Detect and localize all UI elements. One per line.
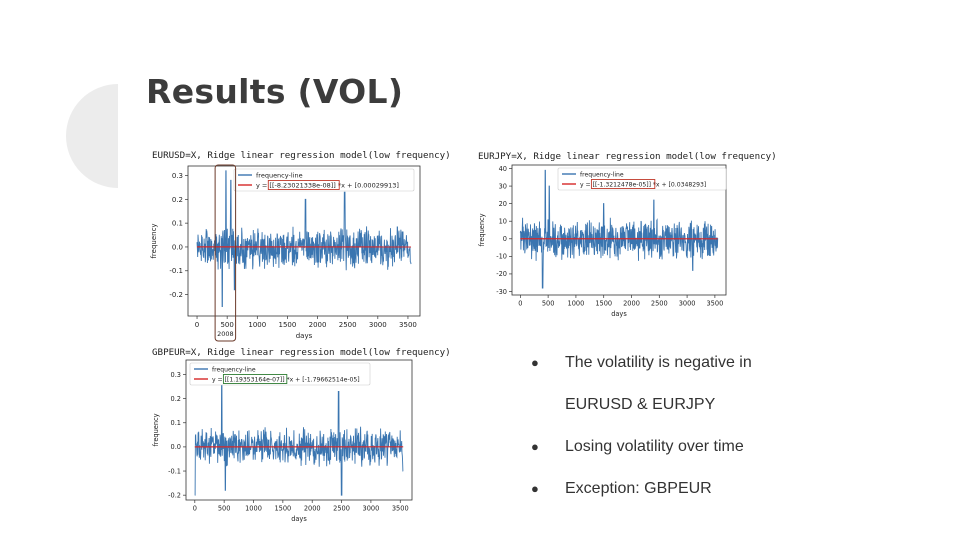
- y-tick-label: 0.0: [172, 243, 183, 251]
- x-tick-label: 0: [518, 300, 522, 308]
- coefficient-highlight-box: [590, 179, 656, 189]
- page-title: Results (VOL): [146, 72, 404, 111]
- legend-label: frequency-line: [580, 172, 624, 179]
- y-tick-label: -10: [496, 253, 507, 261]
- y-tick-label: 10: [499, 218, 507, 226]
- x-tick-label: 500: [220, 321, 233, 329]
- x-axis-label: days: [291, 515, 307, 523]
- chart-gbpeur: 0 500 1000 1500 2000 2500 3000 3500 -0.2 -0.1 0.0 0…: [152, 359, 413, 523]
- x-tick-label: 1000: [568, 300, 585, 308]
- x-axis-label: days: [611, 310, 627, 318]
- y-tick-label: 40: [499, 165, 507, 173]
- coefficient-highlight-box: [267, 180, 340, 190]
- y-tick-label: 0.1: [171, 419, 182, 427]
- half-circle-shape: [66, 84, 118, 188]
- chart-title-gbpeur: GBPEUR=X, Ridge linear regression model(…: [152, 347, 451, 358]
- x-tick-label: 3000: [363, 505, 380, 513]
- chart-eurjpy: 0 500 1000 1500 2000 2500 3000 3500 -30 -20 -10 0 10…: [478, 164, 727, 318]
- x-tick-label: 2000: [309, 321, 327, 329]
- legend-label: y = [[-1.3212478e-05]] *x + [0.0348293]: [580, 182, 706, 189]
- x-tick-label: 2000: [304, 505, 321, 513]
- bullet-item: ● The volatility is negative in: [530, 342, 930, 384]
- y-tick-label: 0.1: [172, 220, 183, 228]
- bullet-item: ● Losing volatility over time: [530, 426, 930, 468]
- legend-label: y = [[1.19353164e-07]] *x + [-1.79662514…: [212, 377, 360, 384]
- corner-decoration: [66, 84, 119, 188]
- x-tick-label: 2500: [339, 321, 357, 329]
- y-tick-label: -30: [496, 288, 507, 296]
- x-tick-label: 3000: [679, 300, 696, 308]
- bullet-item: EURUSD & EURJPY: [530, 384, 930, 426]
- legend-box: [233, 168, 415, 192]
- legend-box: [557, 167, 727, 191]
- y-tick-label: -0.2: [169, 291, 183, 299]
- x-tick-label: 3000: [369, 321, 387, 329]
- x-tick-label: 2500: [333, 505, 350, 513]
- x-tick-label: 2500: [651, 300, 668, 308]
- y-tick-label: -0.1: [169, 267, 183, 275]
- legend-label: frequency-line: [212, 367, 256, 374]
- legend-box: [189, 362, 371, 386]
- annotation-label: 2008: [217, 330, 234, 338]
- chart-eurusd: 0 500 1000 1500 2000 2500 3000 3500 -0.2 -0.1 0.0 0…: [150, 164, 421, 342]
- x-tick-label: 3500: [392, 505, 409, 513]
- bullet-text: Exception: GBPEUR: [565, 480, 712, 497]
- x-tick-label: 1000: [248, 321, 266, 329]
- bullet-marker: ●: [531, 481, 539, 496]
- x-tick-label: 3500: [399, 321, 417, 329]
- y-tick-label: -20: [496, 270, 507, 278]
- x-tick-label: 500: [542, 300, 555, 308]
- y-axis-label: frequency: [152, 413, 160, 446]
- x-axis-label: days: [296, 332, 313, 340]
- highlight-2008-box: [214, 164, 237, 342]
- chart-title-eurjpy: EURJPY=X, Ridge linear regression model(…: [478, 151, 777, 162]
- legend-label: frequency-line: [256, 172, 303, 180]
- bullet-text: The volatility is negative in: [565, 354, 752, 371]
- x-tick-label: 1500: [595, 300, 612, 308]
- bullet-text: Losing volatility over time: [565, 438, 744, 455]
- y-tick-label: 0.2: [172, 196, 183, 204]
- y-tick-label: -0.1: [168, 467, 181, 475]
- bullet-text: EURUSD & EURJPY: [565, 396, 716, 413]
- x-tick-label: 0: [195, 321, 199, 329]
- series-line-frequency: [196, 170, 412, 307]
- coefficient-highlight-box: [222, 374, 288, 384]
- chart-title-eurusd: EURUSD=X, Ridge linear regression model(…: [152, 150, 451, 161]
- x-tick-label: 0: [193, 505, 197, 513]
- y-tick-label: 20: [499, 200, 507, 208]
- bullet-marker: ●: [531, 355, 539, 370]
- bullet-item: ● Exception: GBPEUR: [530, 468, 930, 510]
- bullet-marker: ●: [531, 439, 539, 454]
- y-tick-label: 0: [503, 235, 507, 243]
- x-tick-label: 3500: [706, 300, 723, 308]
- y-tick-label: 0.3: [171, 371, 182, 379]
- y-tick-label: -0.2: [168, 491, 181, 499]
- x-tick-label: 1500: [279, 321, 297, 329]
- bullet-list: ● The volatility is negative in EURUSD & …: [530, 342, 930, 510]
- y-axis-label: frequency: [150, 223, 158, 258]
- x-tick-label: 2000: [623, 300, 640, 308]
- y-tick-label: 0.3: [172, 172, 183, 180]
- x-tick-label: 1000: [245, 505, 262, 513]
- y-tick-label: 0.0: [171, 443, 182, 451]
- x-tick-label: 1500: [274, 505, 291, 513]
- x-tick-label: 500: [218, 505, 231, 513]
- series-line-frequency: [194, 374, 404, 496]
- y-tick-label: 30: [499, 182, 507, 190]
- y-axis-label: frequency: [478, 213, 486, 246]
- legend-label: y = [[-8.23021338e-08]] *x + [0.00029913…: [256, 182, 399, 190]
- y-tick-label: 0.2: [171, 395, 182, 403]
